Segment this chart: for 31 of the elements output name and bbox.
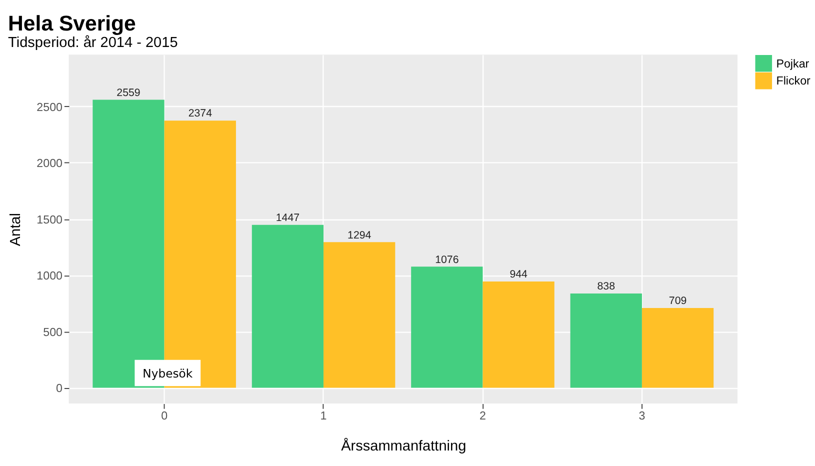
y-tick-label: 500 [43,326,63,339]
y-tick-label: 0 [56,382,63,396]
data-label: 1076 [435,254,459,266]
data-label: 709 [668,295,687,308]
chart-title: Hela Sverige [8,11,136,36]
y-tick-label: 1500 [36,213,63,226]
x-tick-label: 2 [480,410,486,423]
y-axis-title: Antal [8,213,24,246]
x-axis-title: Årssammanfattning [341,438,466,455]
chart-subtitle: Tidsperiod: år 2014 - 2015 [8,34,178,51]
data-label: 1294 [348,229,372,242]
y-tick-label: 2000 [36,157,63,170]
bar [482,282,554,388]
bar [252,224,324,388]
data-label: 2559 [116,86,140,99]
legend-label: Flickor [776,74,811,88]
bar [642,308,714,388]
bar [570,293,642,388]
x-tick-label: 0 [161,410,168,423]
bar [411,266,483,388]
y-tick-label: 1000 [36,270,63,283]
data-label: 944 [510,268,528,281]
data-label: 1447 [276,212,300,224]
data-label: 838 [597,280,616,293]
bar [324,242,396,388]
x-tick-label: 3 [638,410,646,423]
x-tick-label: 1 [320,410,327,423]
data-label: 2374 [188,108,212,120]
legend-label: Pojkar [776,57,810,70]
y-tick-label: 2500 [36,100,63,114]
annotation: Nybesök [142,366,193,380]
